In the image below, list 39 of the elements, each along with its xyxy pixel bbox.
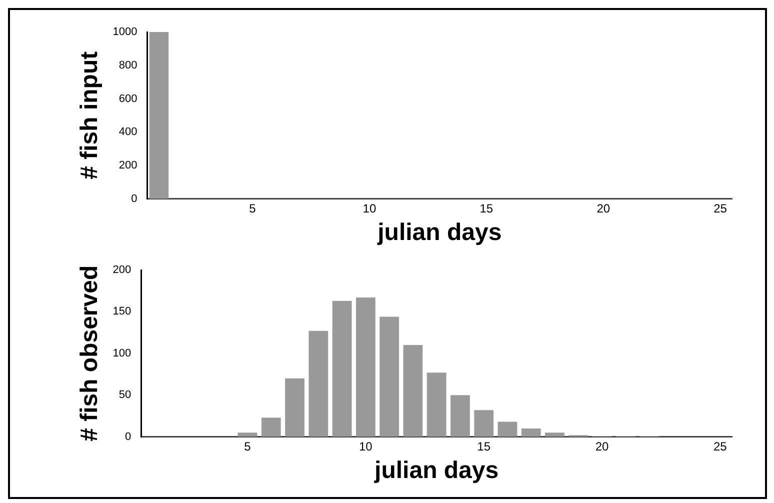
x-tick-label: 15 [477,439,491,454]
x-tick-label: 25 [714,201,728,216]
x-tick-label: 20 [595,439,610,454]
x-tick-label: 10 [358,439,373,454]
y-tick-label: 100 [112,347,132,360]
bar [285,378,304,437]
bar [498,422,518,437]
x-tick-label: 10 [362,201,376,216]
bar [356,298,376,437]
bar [545,432,564,437]
y-tick-label: 150 [112,306,132,318]
y-tick-label: 200 [112,264,132,276]
y-axis-title: # fish input [76,51,104,180]
bar [308,330,328,437]
x-axis-title: julian days [376,219,502,246]
bar [380,316,399,437]
bar [238,432,258,437]
y-tick-label: 400 [118,126,138,138]
y-tick-label: 600 [118,92,138,105]
bar [521,428,541,437]
bar [450,395,470,437]
y-tick-label: 200 [118,159,138,172]
x-tick-label: 5 [249,201,256,216]
x-tick-label: 15 [480,201,494,216]
bar [426,372,446,437]
x-axis-title: julian days [374,457,499,484]
x-tick-label: 5 [244,439,252,454]
bar [403,345,423,437]
y-tick-label: 1000 [112,26,138,38]
y-axis-title: # fish observed [76,265,104,442]
bar [332,300,352,437]
y-tick-label: 0 [131,192,138,205]
bar [261,418,281,437]
x-tick-label: 25 [714,439,728,454]
bar [474,410,494,437]
y-tick-label: 800 [118,59,138,72]
x-tick-label: 20 [596,201,610,216]
y-tick-label: 0 [125,430,132,443]
y-tick-label: 50 [118,389,132,402]
